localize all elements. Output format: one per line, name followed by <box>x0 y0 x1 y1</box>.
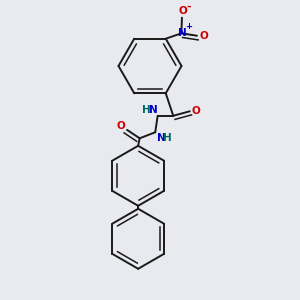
Text: O: O <box>116 121 125 131</box>
Text: O: O <box>200 31 208 41</box>
Text: H: H <box>164 133 172 143</box>
Text: O: O <box>192 106 201 116</box>
Text: -: - <box>186 2 191 12</box>
Text: H: H <box>142 105 151 116</box>
Text: N: N <box>149 105 158 116</box>
Text: +: + <box>185 22 192 31</box>
Text: N: N <box>178 28 186 38</box>
Text: N: N <box>157 133 166 143</box>
Text: O: O <box>178 6 187 16</box>
